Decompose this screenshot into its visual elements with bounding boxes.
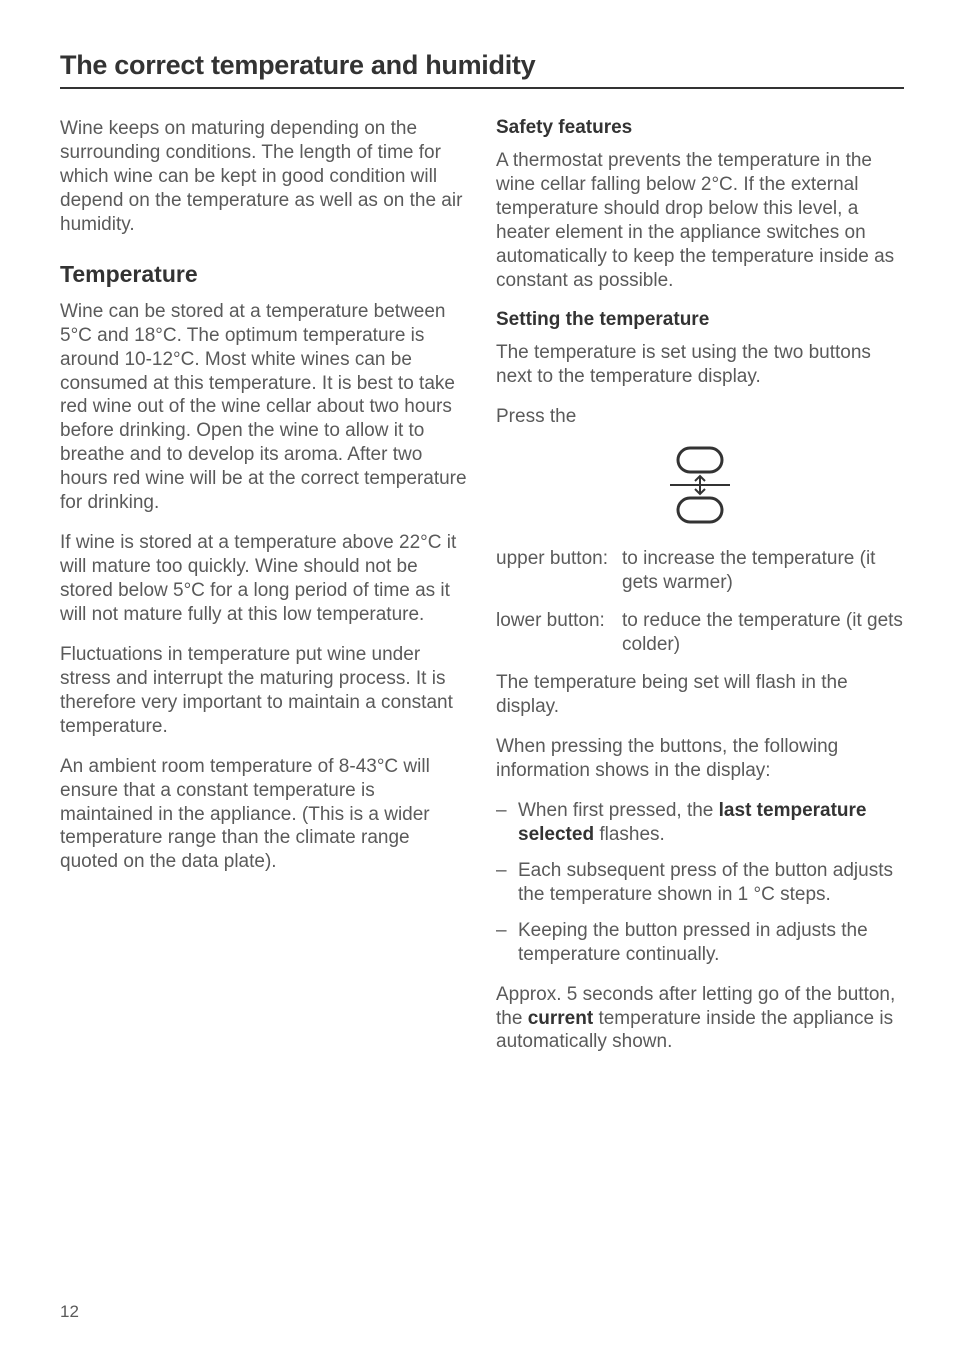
setting-heading: Setting the temperature <box>496 309 904 331</box>
upper-button-row: upper button: to increase the temperatur… <box>496 547 904 595</box>
p6-bold: current <box>528 1008 593 1029</box>
temperature-heading: Temperature <box>60 261 468 288</box>
page-title: The correct temperature and humidity <box>60 50 904 81</box>
lower-button-label: lower button: <box>496 609 622 657</box>
page-title-block: The correct temperature and humidity <box>60 50 904 89</box>
current-temp-paragraph: Approx. 5 seconds after letting go of th… <box>496 983 904 1055</box>
lower-button-desc: to reduce the temperature (it gets colde… <box>622 609 904 657</box>
setting-intro-paragraph: The temperature is set using the two but… <box>496 341 904 389</box>
temp-storage-paragraph: Wine can be stored at a temperature betw… <box>60 300 468 515</box>
safety-heading: Safety features <box>496 117 904 139</box>
upper-button-label: upper button: <box>496 547 622 595</box>
flash-paragraph: The temperature being set will flash in … <box>496 671 904 719</box>
ambient-temp-paragraph: An ambient room temperature of 8-43°C wi… <box>60 755 468 875</box>
safety-paragraph: A thermostat prevents the temperature in… <box>496 149 904 293</box>
upper-button-desc: to increase the temperature (it gets war… <box>622 547 904 595</box>
temp-fluctuation-paragraph: Fluctuations in temperature put wine und… <box>60 643 468 739</box>
display-info-list: When first pressed, the last temperature… <box>496 799 904 967</box>
display-info-paragraph: When pressing the buttons, the following… <box>496 735 904 783</box>
intro-paragraph: Wine keeps on maturing depending on the … <box>60 117 468 237</box>
right-column: Safety features A thermostat prevents th… <box>496 117 904 1070</box>
temp-limits-paragraph: If wine is stored at a temperature above… <box>60 531 468 627</box>
list-item: Each subsequent press of the button adju… <box>496 859 904 907</box>
button-diagram <box>496 444 904 531</box>
content-columns: Wine keeps on maturing depending on the … <box>60 117 904 1070</box>
li1-pre: When first pressed, the <box>518 800 719 821</box>
page-number: 12 <box>60 1302 79 1322</box>
lower-button-row: lower button: to reduce the temperature … <box>496 609 904 657</box>
list-item: Keeping the button pressed in adjusts th… <box>496 919 904 967</box>
list-item: When first pressed, the last temperature… <box>496 799 904 847</box>
press-the-label: Press the <box>496 405 904 429</box>
li1-post: flashes. <box>594 824 665 845</box>
left-column: Wine keeps on maturing depending on the … <box>60 117 468 1070</box>
temperature-buttons-icon <box>668 444 732 526</box>
